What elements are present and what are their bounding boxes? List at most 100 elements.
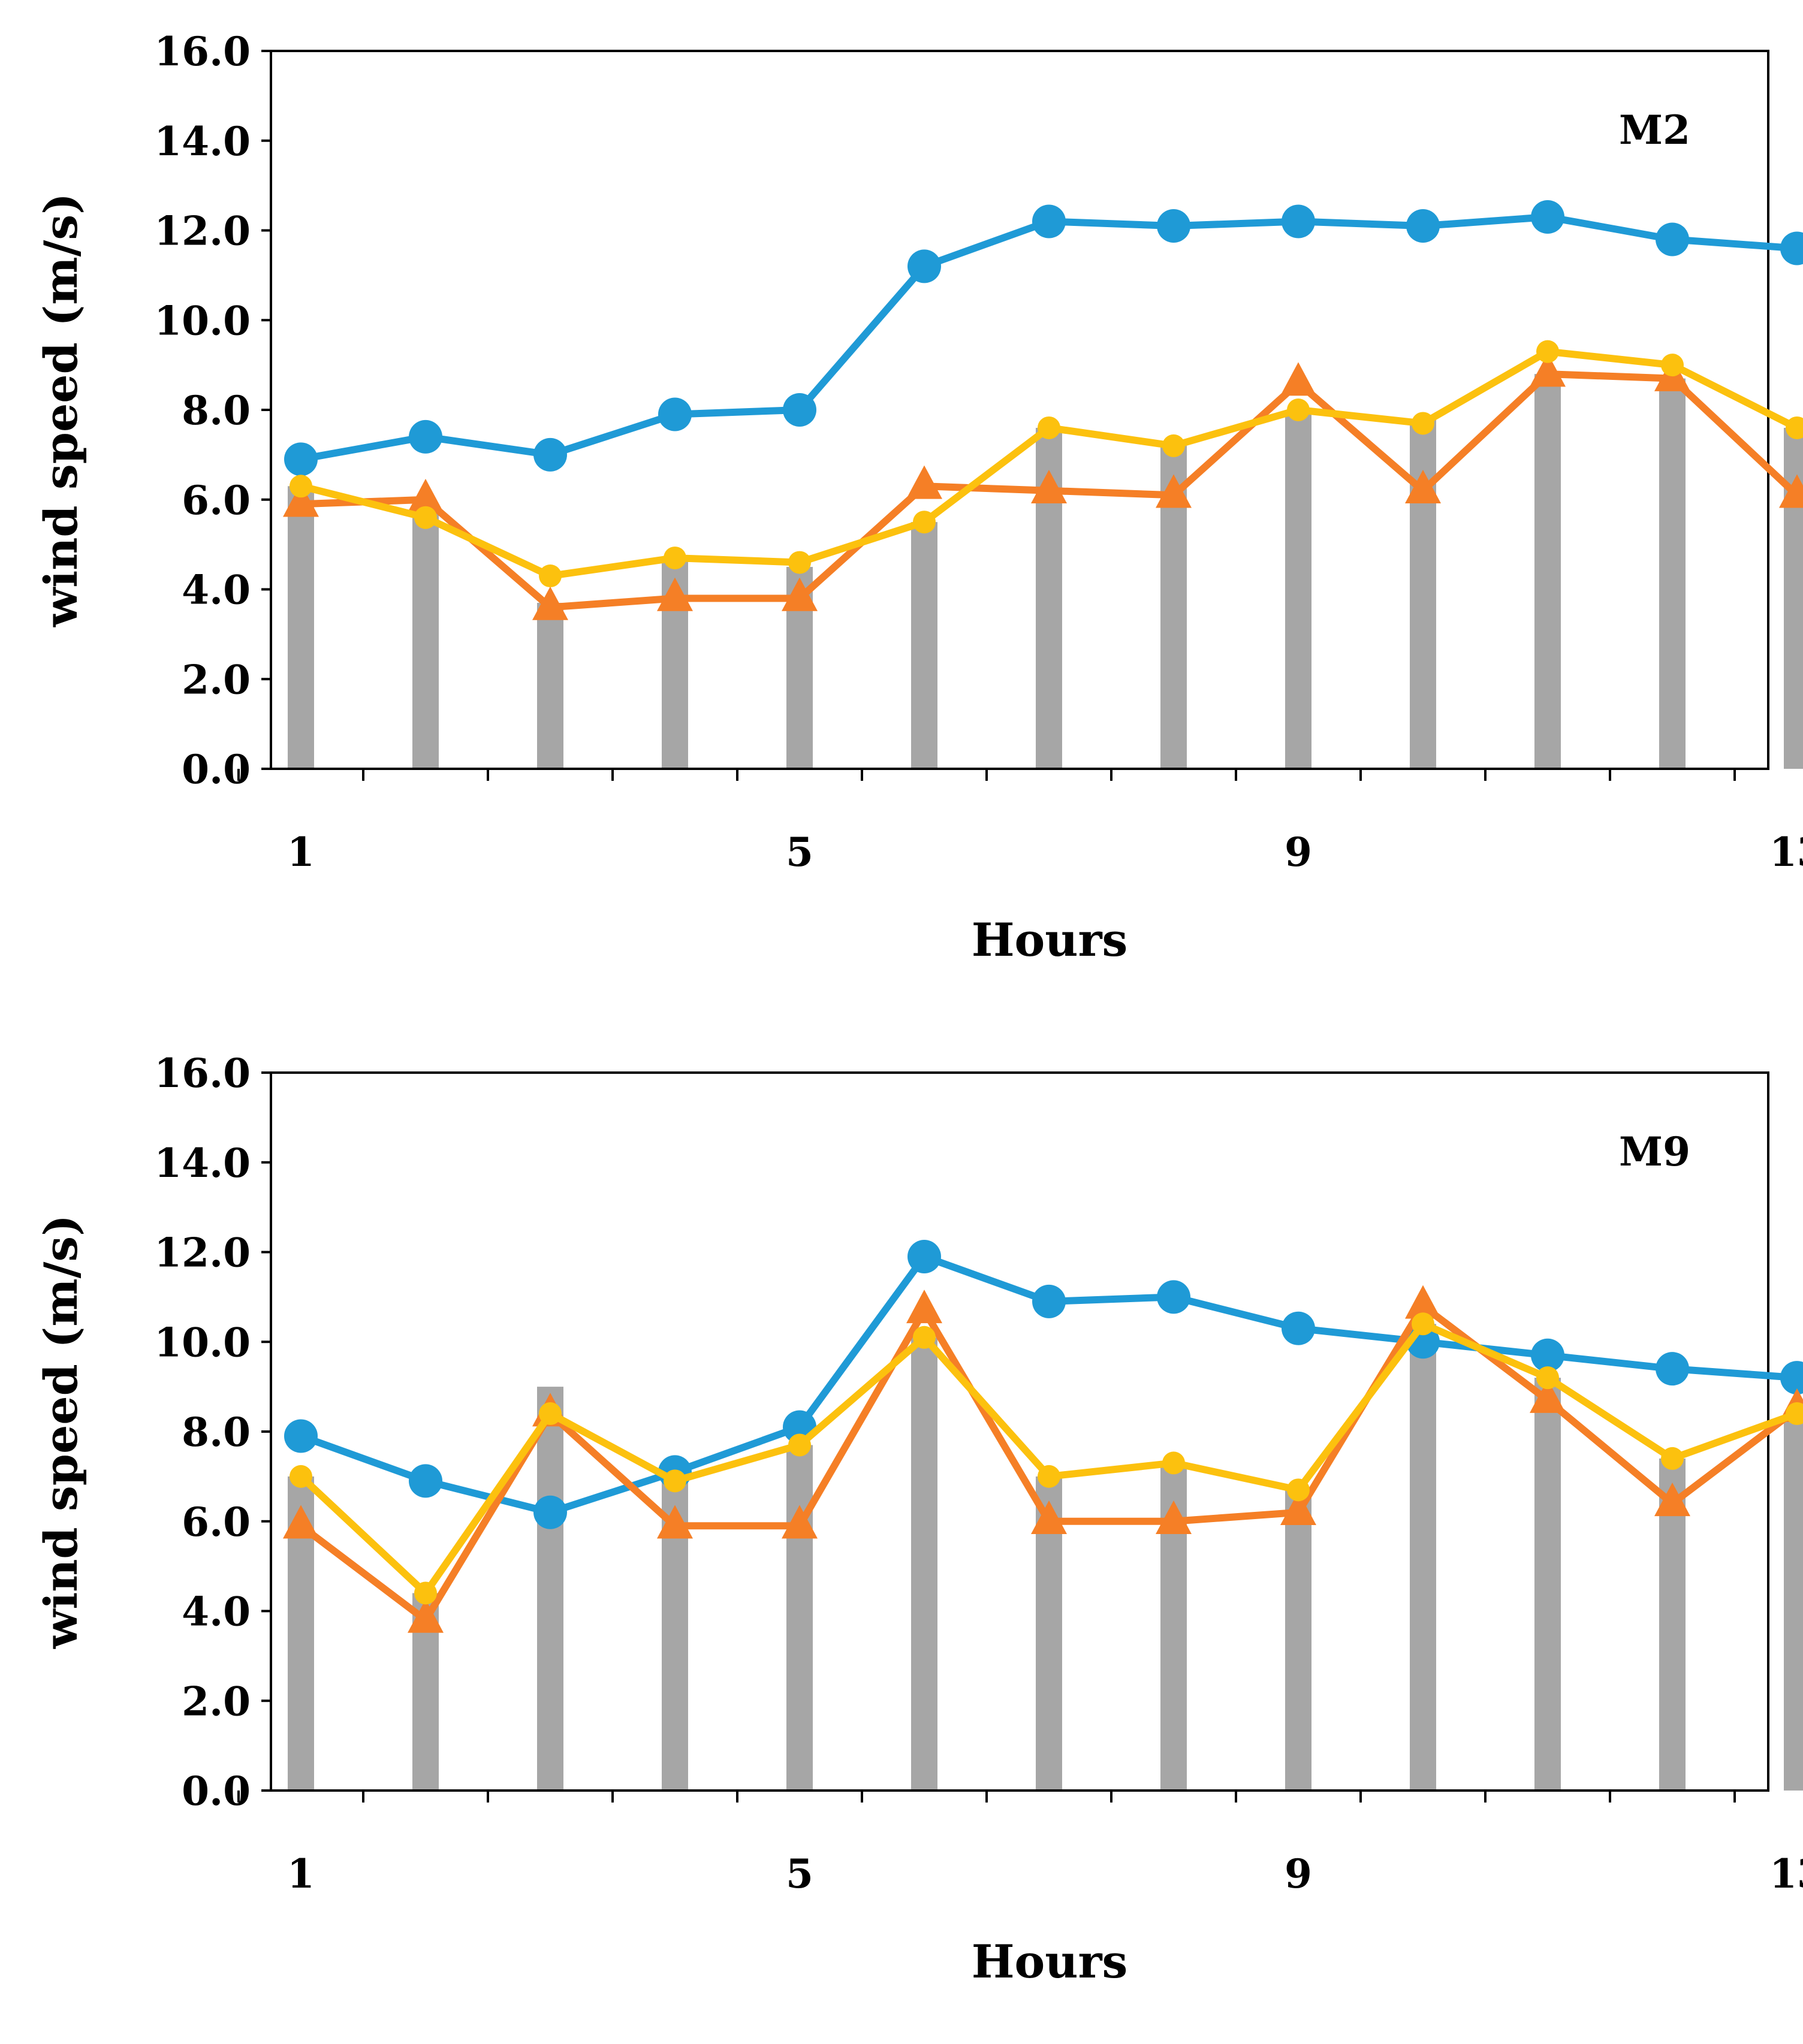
series-line-small — [297, 1320, 1803, 1597]
y-tick-label: 12.0 — [154, 208, 251, 255]
marker-small-hour-8 — [1162, 1451, 1185, 1475]
x-tick-label: 5 — [786, 1850, 813, 1897]
marker-small-hour-10 — [1412, 1312, 1434, 1336]
marker-circle-hour-7 — [1032, 204, 1066, 238]
marker-small-hour-5 — [788, 551, 811, 574]
marker-triangle-hour-4 — [657, 577, 693, 611]
y-tick-label: 8.0 — [182, 387, 251, 434]
y-tick-label: 0.0 — [182, 746, 251, 793]
marker-triangle-hour-5 — [782, 577, 818, 611]
x-tick-label: 5 — [786, 829, 813, 875]
marker-triangle-hour-7 — [1031, 470, 1067, 504]
bar-hour-13 — [1784, 427, 1803, 769]
marker-small-hour-6 — [913, 1326, 936, 1349]
y-tick-label: 14.0 — [154, 1140, 251, 1186]
marker-small-hour-3 — [539, 1402, 562, 1426]
marker-triangle-hour-11 — [1530, 1379, 1566, 1413]
marker-triangle-hour-6 — [906, 465, 942, 499]
marker-circle-hour-12 — [1656, 1352, 1689, 1386]
marker-triangle-hour-1 — [283, 1505, 319, 1539]
marker-small-hour-13 — [1786, 1402, 1803, 1426]
marker-small-hour-12 — [1661, 1447, 1684, 1470]
y-tick-label: 8.0 — [182, 1409, 251, 1456]
y-tick-label: 16.0 — [154, 28, 251, 75]
bar-hour-9 — [1285, 1490, 1311, 1791]
y-axis-title: wind speed (m/s) — [34, 193, 88, 627]
x-axis-title: Hours — [972, 913, 1128, 967]
marker-circle-hour-5 — [783, 393, 816, 427]
bar-hour-6 — [911, 1337, 937, 1791]
y-tick-label: 10.0 — [154, 1319, 251, 1366]
bar-hour-9 — [1285, 410, 1311, 769]
marker-small-hour-7 — [1038, 1465, 1060, 1488]
marker-circle-hour-12 — [1656, 222, 1689, 256]
bar-hour-11 — [1534, 374, 1561, 769]
y-tick-label: 10.0 — [154, 297, 251, 344]
marker-circle-hour-11 — [1531, 200, 1564, 234]
marker-triangle-hour-9 — [1280, 362, 1316, 396]
y-tick-label: 6.0 — [182, 1499, 251, 1545]
y-tick-label: 4.0 — [182, 1589, 251, 1635]
marker-triangle-hour-1 — [283, 483, 319, 517]
marker-small-hour-1 — [290, 475, 312, 498]
x-tick-label: 1 — [287, 1850, 315, 1897]
marker-circle-hour-4 — [658, 397, 692, 431]
marker-triangle-hour-2 — [408, 479, 444, 513]
marker-small-hour-13 — [1786, 416, 1803, 439]
marker-circle-hour-8 — [1157, 1280, 1190, 1314]
y-tick-label: 0.0 — [182, 1768, 251, 1814]
marker-triangle-hour-10 — [1405, 470, 1441, 504]
x-axis-title: Hours — [972, 1935, 1128, 1988]
marker-circle-hour-6 — [907, 1239, 941, 1273]
bar-hour-3 — [537, 602, 563, 769]
marker-circle-hour-1 — [284, 1419, 318, 1453]
marker-small-hour-1 — [290, 1465, 312, 1488]
y-tick-label: 16.0 — [154, 1050, 251, 1097]
marker-small-hour-4 — [664, 547, 686, 570]
marker-triangle-hour-4 — [657, 1505, 693, 1539]
marker-circle-hour-13 — [1780, 231, 1803, 265]
bar-hour-6 — [911, 522, 937, 769]
marker-triangle-hour-5 — [782, 1505, 818, 1539]
marker-circle-hour-3 — [533, 1495, 567, 1529]
marker-small-hour-10 — [1412, 412, 1434, 435]
marker-small-hour-5 — [788, 1433, 811, 1457]
marker-triangle-hour-11 — [1530, 353, 1566, 387]
y-tick-label: 12.0 — [154, 1230, 251, 1276]
chart-panel-m9: 0.02.04.06.08.010.012.014.016.0159131721… — [34, 1050, 1803, 1988]
marker-circle-hour-7 — [1032, 1284, 1066, 1318]
panel-label: M9 — [1619, 1128, 1690, 1175]
marker-triangle-hour-8 — [1156, 474, 1192, 508]
y-tick-label: 6.0 — [182, 477, 251, 524]
marker-triangle-hour-9 — [1280, 1492, 1316, 1526]
marker-triangle-hour-3 — [532, 586, 568, 620]
marker-circle-hour-1 — [284, 442, 318, 476]
marker-triangle-hour-2 — [408, 1599, 444, 1633]
marker-circle-hour-10 — [1406, 209, 1440, 243]
marker-triangle-hour-7 — [1031, 1500, 1067, 1535]
bar-hour-13 — [1784, 1414, 1803, 1791]
series-line-triangle — [297, 1302, 1803, 1624]
marker-small-hour-3 — [539, 564, 562, 588]
bar-hour-5 — [786, 1445, 813, 1791]
bar-hour-11 — [1534, 1378, 1561, 1791]
panel-label: M2 — [1619, 107, 1690, 153]
marker-small-hour-9 — [1287, 1478, 1310, 1502]
marker-triangle-hour-8 — [1156, 1500, 1192, 1535]
marker-circle-hour-9 — [1282, 204, 1315, 238]
y-tick-label: 14.0 — [154, 118, 251, 165]
marker-circle-hour-13 — [1780, 1361, 1803, 1395]
y-tick-label: 2.0 — [182, 656, 251, 703]
x-tick-label: 9 — [1285, 829, 1312, 875]
x-tick-label: 9 — [1285, 1850, 1312, 1897]
series-line-circle — [297, 1252, 1803, 1516]
x-tick-label: 13 — [1769, 1850, 1803, 1897]
marker-small-hour-2 — [414, 506, 437, 529]
marker-small-hour-6 — [913, 511, 936, 534]
marker-small-hour-2 — [414, 1581, 437, 1605]
marker-small-hour-9 — [1287, 398, 1310, 421]
marker-circle-hour-8 — [1157, 209, 1190, 243]
marker-circle-hour-11 — [1531, 1338, 1564, 1372]
x-tick-label: 13 — [1769, 829, 1803, 875]
series-line-small — [297, 348, 1803, 580]
